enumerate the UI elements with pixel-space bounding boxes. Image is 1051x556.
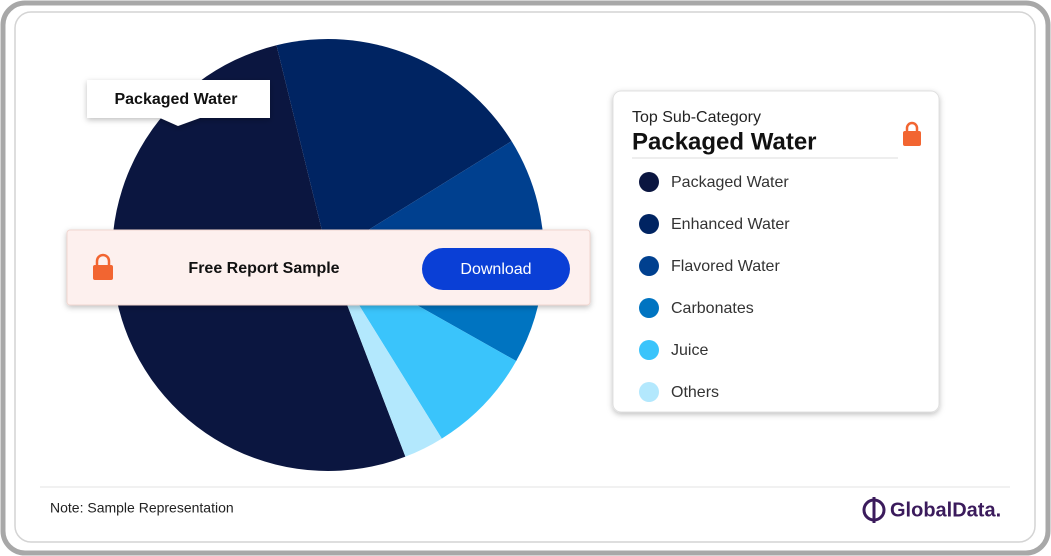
legend-swatch — [639, 382, 659, 402]
legend-lock — [903, 121, 921, 146]
callout-text: Packaged Water — [114, 91, 237, 108]
legend-swatch — [639, 214, 659, 234]
download-button[interactable]: Download — [422, 248, 570, 290]
legend-swatch — [639, 172, 659, 192]
legend-swatch — [639, 298, 659, 318]
brand-logo: GlobalData. — [862, 497, 1001, 523]
callout-box — [87, 80, 270, 126]
legend-label: Packaged Water — [671, 174, 789, 191]
callout — [87, 80, 270, 126]
legend-subtitle: Packaged Water — [632, 128, 817, 155]
legend-label: Enhanced Water — [671, 216, 790, 233]
legend-label: Others — [671, 384, 719, 401]
legend-swatch — [639, 340, 659, 360]
legend-swatch — [639, 256, 659, 276]
legend-label: Flavored Water — [671, 258, 780, 275]
banner-text: Free Report Sample — [188, 260, 339, 277]
legend-label: Juice — [671, 342, 708, 359]
legend-label: Carbonates — [671, 300, 754, 317]
brand-text: GlobalData. — [890, 499, 1001, 521]
legend-box — [612, 90, 940, 413]
lock-icon — [93, 253, 113, 280]
legend-title: Top Sub-Category — [632, 109, 761, 126]
button-bg[interactable] — [422, 248, 570, 290]
button-label[interactable]: Download — [460, 261, 531, 278]
pie-slice — [276, 39, 512, 255]
note: Note: Sample Representation — [50, 500, 234, 516]
legend: Packaged Water Enhanced Water Flavored Wat… — [639, 172, 790, 402]
